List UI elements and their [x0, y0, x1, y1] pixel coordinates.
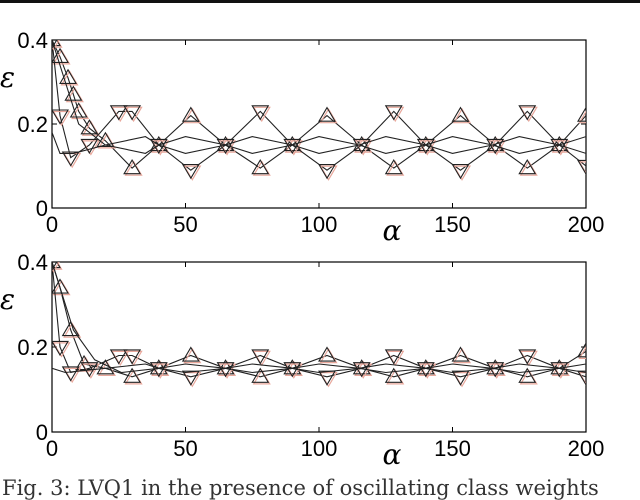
- data-point: [318, 106, 336, 122]
- data-point-shadow: [578, 346, 586, 359]
- x-tick-label: 100: [301, 436, 338, 461]
- data-point: [123, 159, 142, 175]
- data-point-shadow: [452, 165, 472, 181]
- data-point: [352, 135, 371, 152]
- data-point: [577, 106, 586, 122]
- data-point: [451, 346, 470, 362]
- data-point-shadow: [183, 165, 202, 181]
- y-tick-label: 0.2: [17, 335, 48, 360]
- data-point: [52, 262, 58, 272]
- x-axis-label: α: [383, 438, 402, 471]
- figure-caption: Fig. 3: LVQ1 in the presence of oscillat…: [2, 476, 599, 500]
- data-point: [52, 40, 58, 50]
- plot-frame: [51, 39, 587, 209]
- data-point: [451, 106, 470, 122]
- data-point: [80, 119, 99, 135]
- data-point: [181, 164, 200, 180]
- series-line: [52, 40, 586, 154]
- data-point-shadow: [578, 372, 586, 385]
- x-tick-label: 200: [568, 436, 605, 461]
- data-point: [181, 370, 200, 386]
- data-point: [52, 278, 69, 294]
- data-point: [251, 349, 270, 365]
- data-point: [384, 105, 403, 121]
- x-tick-label: 0: [46, 212, 58, 237]
- data-point-shadow: [52, 262, 60, 273]
- data-point-shadow: [319, 165, 338, 181]
- data-point: [451, 164, 470, 180]
- top-rule: [0, 0, 640, 3]
- data-point: [251, 159, 270, 175]
- data-point: [96, 131, 115, 147]
- panel-top: 0 50 100 150 200 0 0.2 0.4 α ε: [0, 28, 604, 247]
- x-tick-label: 150: [434, 436, 471, 461]
- data-point: [518, 159, 537, 175]
- series-line: [52, 262, 586, 378]
- data-point: [384, 159, 403, 175]
- data-point: [251, 105, 270, 121]
- data-point: [52, 47, 69, 63]
- data-point: [52, 340, 69, 357]
- data-point: [181, 106, 200, 122]
- y-tick-label: 0: [36, 196, 48, 221]
- x-tick-label: 50: [173, 212, 197, 237]
- data-point: [486, 135, 505, 152]
- x-tick-label: 100: [301, 212, 338, 237]
- data-point: [61, 320, 80, 337]
- data-point: [486, 138, 505, 155]
- data-point: [577, 342, 586, 358]
- data-point: [123, 105, 142, 121]
- data-point: [181, 346, 200, 362]
- data-point: [318, 346, 336, 362]
- panel-bottom: 0 50 100 150 200 0 0.2 0.4 α ε: [0, 250, 604, 471]
- plot-frame: [51, 261, 587, 433]
- data-point-shadow: [63, 152, 82, 169]
- data-point: [518, 349, 537, 365]
- x-tick-label: 50: [173, 436, 197, 461]
- data-point: [123, 349, 142, 365]
- data-point: [518, 105, 537, 121]
- x-tick-label: 200: [568, 212, 605, 237]
- x-tick-label: 0: [46, 436, 58, 461]
- data-point: [61, 366, 80, 382]
- data-point: [123, 367, 142, 383]
- y-tick-label: 0.4: [17, 28, 48, 53]
- series-line: [52, 262, 586, 374]
- data-point: [577, 370, 586, 386]
- data-point-shadow: [52, 40, 60, 51]
- y-tick-label: 0.2: [17, 112, 48, 137]
- data-point: [80, 138, 99, 155]
- data-point-shadow: [124, 350, 143, 367]
- x-tick-label: 150: [434, 212, 471, 237]
- series-line: [52, 262, 586, 378]
- y-tick-label: 0.4: [17, 250, 48, 275]
- x-axis-label: α: [383, 214, 402, 247]
- data-point: [518, 367, 537, 383]
- data-point: [577, 159, 586, 176]
- data-point: [384, 367, 403, 383]
- data-point-shadow: [578, 110, 586, 124]
- data-point: [251, 367, 270, 383]
- series-line: [52, 40, 586, 169]
- y-axis-label: ε: [0, 61, 15, 94]
- data-point: [109, 105, 128, 121]
- data-point: [318, 164, 336, 180]
- series-line: [52, 363, 586, 374]
- data-point: [109, 349, 128, 365]
- y-tick-label: 0: [36, 420, 48, 445]
- y-axis-label: ε: [0, 283, 15, 316]
- data-point-shadow: [578, 161, 586, 175]
- data-point: [352, 138, 371, 155]
- data-point: [384, 349, 403, 365]
- data-point: [52, 109, 69, 125]
- data-point: [61, 151, 80, 167]
